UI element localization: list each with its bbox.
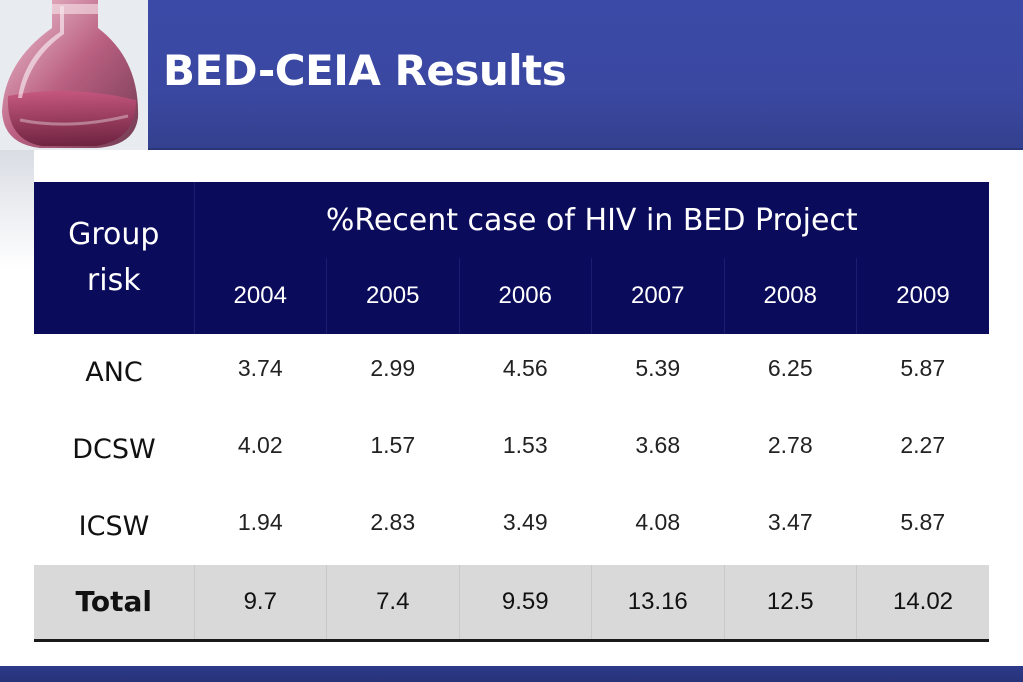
- table-row: ICSW 1.94 2.83 3.49 4.08 3.47 5.87: [34, 488, 989, 565]
- title-band: [148, 0, 1023, 150]
- row-label: ANC: [34, 334, 194, 411]
- year-header: 2005: [326, 258, 459, 334]
- row-label: ICSW: [34, 488, 194, 565]
- table-cell: 1.57: [326, 411, 459, 488]
- table-cell: 5.87: [856, 488, 989, 565]
- total-row: Total 9.7 7.4 9.59 13.16 12.5 14.02: [34, 565, 989, 642]
- lab-flask-icon: [0, 0, 148, 150]
- page-title: BED-CEIA Results: [163, 46, 567, 95]
- year-header: 2009: [856, 258, 989, 334]
- table-cell: 3.47: [724, 488, 857, 565]
- footer-band: [0, 666, 1023, 682]
- total-cell: 12.5: [723, 565, 857, 642]
- total-cell: 7.4: [326, 565, 459, 642]
- total-label: Total: [34, 565, 194, 642]
- year-header: 2007: [591, 258, 724, 334]
- total-cell: 14.02: [856, 565, 989, 642]
- table-cell: 2.78: [724, 411, 857, 488]
- table-cell: 3.68: [591, 411, 724, 488]
- total-cell: 9.7: [193, 565, 327, 642]
- table-cell: 2.27: [856, 411, 989, 488]
- group-risk-header: Group risk: [34, 182, 194, 334]
- table-cell: 1.94: [194, 488, 327, 565]
- table-row: ANC 3.74 2.99 4.56 5.39 6.25 5.87: [34, 334, 989, 411]
- table-cell: 3.74: [194, 334, 327, 411]
- year-header: 2006: [458, 258, 592, 334]
- table-cell: 6.25: [724, 334, 857, 411]
- table-cell: 5.39: [591, 334, 724, 411]
- results-table: Group risk %Recent case of HIV in BED Pr…: [34, 182, 989, 642]
- table-cell: 4.56: [459, 334, 592, 411]
- total-cell: 13.16: [591, 565, 724, 642]
- table-row: DCSW 4.02 1.57 1.53 3.68 2.78 2.27: [34, 411, 989, 488]
- year-header: 2004: [193, 258, 327, 334]
- total-cell: 9.59: [458, 565, 592, 642]
- table-cell: 1.53: [459, 411, 592, 488]
- year-header: 2008: [723, 258, 857, 334]
- table-cell: 4.08: [591, 488, 724, 565]
- table-cell: 2.83: [326, 488, 459, 565]
- table-cell: 2.99: [326, 334, 459, 411]
- table-cell: 4.02: [194, 411, 327, 488]
- table-cell: 3.49: [459, 488, 592, 565]
- recent-case-header: %Recent case of HIV in BED Project: [193, 182, 989, 258]
- decorative-fade: [0, 150, 34, 270]
- row-label: DCSW: [34, 411, 194, 488]
- table-cell: 5.87: [856, 334, 989, 411]
- group-risk-label: Group risk: [68, 217, 160, 298]
